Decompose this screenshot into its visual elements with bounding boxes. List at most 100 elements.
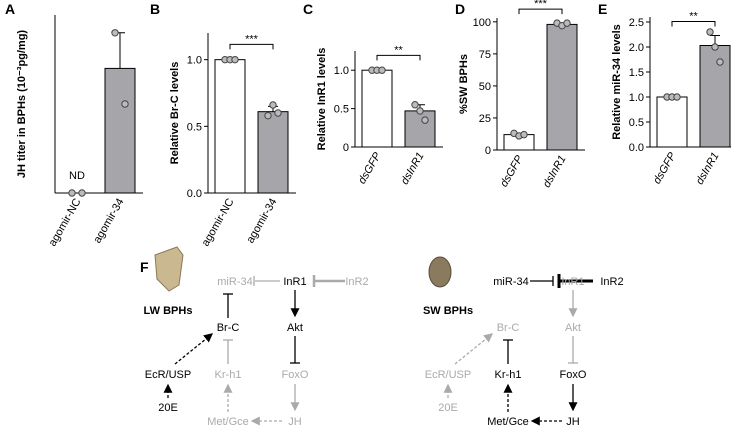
y-axis-label: Relative miR-34 levels [611,24,623,140]
pathway-diagram: F LW BPHs miR-34 InR1 InR2 Br-C Akt EcR/… [140,246,624,428]
lw-insect-icon [154,246,184,292]
y-axis-label: %SW BPHs [458,54,470,114]
y-axis-label: Relative Br-C levels [169,62,181,165]
y-tick-label: 25 [479,113,491,125]
node: InR1 [561,276,584,288]
node: Met/Gce [207,416,249,426]
error-bar [115,32,125,69]
data-point [411,101,419,109]
y-tick-label: 2.0 [629,42,644,54]
x-tick-label: agomir-NC [200,196,237,248]
panel-letter: F [140,259,149,275]
edges [163,274,593,426]
node: FoxO [282,369,309,381]
y-tick-label: 100 [473,17,491,29]
data-point [421,116,429,124]
y-tick-label: 2.5 [629,17,644,29]
data-point [269,101,277,109]
node: EcR/USP [425,369,471,381]
node: Br-C [217,322,240,334]
y-tick-label: 0.5 [334,104,349,116]
y-axis-label: Relative InR1 levels [316,48,328,151]
y-tick-label: 75 [479,49,491,61]
node: Akt [565,322,581,334]
data-point [563,19,571,27]
x-tick-label: dsInR1 [541,154,569,190]
sig-label: *** [245,33,259,45]
node: FoxO [560,369,587,381]
node: Kr-h1 [215,369,242,381]
x-tick-label: dsInR1 [399,151,427,187]
node: EcR/USP [145,369,191,381]
y-tick-label: 1.0 [334,65,349,77]
node: InR2 [345,276,368,288]
bar [257,111,289,194]
annotation: ND [69,170,85,182]
y-tick-label: 1.0 [187,55,202,67]
bar [699,45,731,148]
data-point [78,189,86,197]
data-point [68,189,76,197]
state-title: SW BPHs [423,305,473,317]
sig-label: *** [534,0,548,10]
sw-insect-icon [428,256,452,288]
y-tick-label: 0.5 [187,121,202,133]
node: Akt [287,322,303,334]
state-title: LW BPHs [144,305,193,317]
panel-letter: A [5,1,15,17]
y-tick-label: 50 [479,81,491,93]
y-tick-label: 0.0 [629,142,644,154]
data-point [274,109,282,117]
node: miR-34 [493,276,528,288]
bar [214,59,246,194]
node: JH [288,416,302,426]
x-tick-label: dsGFP [651,150,679,186]
panel-letter: D [455,1,465,17]
data-point [716,58,724,66]
node: miR-34 [217,276,252,288]
node: Br-C [497,322,520,334]
data-point [264,111,272,120]
nodes: LW BPHs miR-34 InR1 InR2 Br-C Akt EcR/US… [144,276,624,428]
x-tick-label: dsGFP [356,150,384,186]
node: Met/Gce [487,416,529,426]
y-tick-label: 0 [343,142,349,154]
y-axis-label: JH titer in BPHs (10⁻³pg/mg) [16,30,28,179]
data-point [673,93,681,101]
bar [361,69,393,148]
node: 20E [438,402,458,414]
node: Kr-h1 [495,369,522,381]
node: InR2 [600,276,623,288]
data-point [111,29,119,37]
y-tick-label: 1.5 [629,67,644,79]
node: 20E [158,402,178,414]
node: InR1 [283,276,306,288]
bar [104,67,136,194]
node: JH [566,416,580,426]
x-tick-label: agomir-34 [91,197,126,246]
sig-bracket [671,21,716,27]
x-tick-label: agomir-34 [244,197,279,246]
y-tick-label: 0 [485,145,491,157]
data-point [711,43,719,51]
data-point [378,66,386,74]
data-point [121,100,129,108]
bar [656,96,688,148]
sig-label: ** [689,11,698,23]
data-point [706,28,714,36]
panel-letter: C [303,1,313,17]
panel-letter: B [150,1,160,17]
data-point [520,130,528,139]
sig-bracket [376,54,421,61]
data-point [231,55,239,64]
data-point [416,107,424,115]
x-tick-label: dsInR1 [694,151,722,187]
sig-bracket [229,43,274,50]
bar [404,110,436,148]
x-tick-label: dsGFP [498,153,526,189]
panel-letter: E [598,1,607,17]
y-tick-label: 0.0 [187,188,202,200]
bar [546,23,578,151]
sig-bracket [518,8,563,15]
